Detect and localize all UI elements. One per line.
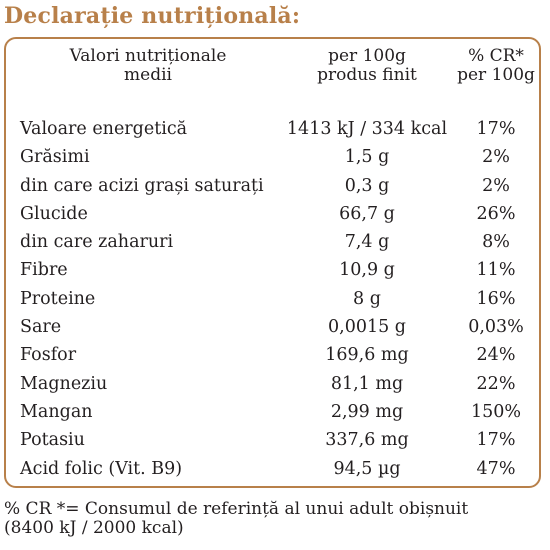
nutrient-cr: 47% (476, 458, 516, 479)
nutrient-value: 1413 kJ / 334 kcal (286, 119, 448, 139)
header-per-100g-line1: per 100g (328, 46, 406, 66)
table-row: Grăsimi 1,5 g 2% (0, 143, 550, 171)
nutrient-name: Sare (20, 317, 62, 338)
nutrient-name: din care zaharuri (20, 232, 174, 253)
nutrient-name: Fosfor (20, 345, 77, 366)
nutrient-cr: 11% (476, 260, 516, 281)
nutrient-value: 337,6 mg (325, 430, 409, 451)
footnote: % CR *= Consumul de referință al unui ad… (4, 500, 468, 538)
nutrient-value: 94,5 µg (333, 458, 401, 479)
nutrient-cr: 26% (476, 203, 516, 224)
nutrient-value: 1,5 g (344, 147, 390, 168)
nutrient-name: Grăsimi (20, 147, 90, 168)
nutrient-value: 81,1 mg (330, 373, 404, 394)
nutrient-cr: 17% (476, 119, 516, 139)
nutrient-name: Magneziu (20, 373, 108, 394)
nutrient-value: 7,4 g (344, 232, 390, 253)
nutrient-value: 0,3 g (344, 175, 390, 196)
table-row: din care zaharuri 7,4 g 8% (0, 228, 550, 256)
table-row: Potasiu 337,6 mg 17% (0, 426, 550, 454)
nutrient-cr: 0,03% (468, 317, 524, 338)
nutrient-cr: 2% (482, 147, 510, 168)
nutrient-value: 8 g (353, 288, 381, 309)
header-per-100g: per 100g produs finit (282, 47, 452, 85)
nutrient-value: 66,7 g (339, 203, 395, 224)
header-nutrient-line1: Valori nutriționale (69, 46, 227, 66)
table-row: Fibre 10,9 g 11% (0, 256, 550, 284)
table-row: Valoare energetică 1413 kJ / 334 kcal 17… (0, 115, 550, 143)
header-cr-line1: % CR* (468, 46, 524, 66)
table-row: Fosfor 169,6 mg 24% (0, 341, 550, 369)
nutrient-name: Potasiu (20, 430, 85, 451)
table-row: Glucide 66,7 g 26% (0, 200, 550, 228)
nutrient-name: Proteine (20, 288, 96, 309)
table-row: Mangan 2,99 mg 150% (0, 398, 550, 426)
nutrient-cr: 24% (476, 345, 516, 366)
nutrient-cr: 150% (470, 401, 522, 422)
nutrient-value: 2,99 mg (330, 401, 404, 422)
nutrient-cr: 16% (476, 288, 516, 309)
nutrition-table-frame (4, 37, 541, 488)
header-nutrient: Valori nutriționale medii (28, 47, 268, 85)
nutrient-value: 0,0015 g (328, 317, 406, 338)
table-row: Proteine 8 g 16% (0, 285, 550, 313)
table-row: Acid folic (Vit. B9) 94,5 µg 47% (0, 455, 550, 483)
nutrient-name: din care acizi grași saturați (20, 175, 264, 196)
nutrient-cr: 2% (482, 175, 510, 196)
nutrient-cr: 22% (476, 373, 516, 394)
nutrient-cr: 17% (476, 430, 516, 451)
nutrient-value: 169,6 mg (325, 345, 409, 366)
header-per-100g-line2: produs finit (317, 65, 417, 85)
footnote-line2: (8400 kJ / 2000 kcal) (4, 518, 184, 538)
page-title: Declarație nutrițională: (4, 3, 301, 29)
nutrient-value: 10,9 g (339, 260, 395, 281)
nutrition-rows: Valoare energetică 1413 kJ / 334 kcal 17… (0, 115, 550, 483)
nutrient-name: Acid folic (Vit. B9) (20, 458, 183, 479)
table-row: Magneziu 81,1 mg 22% (0, 370, 550, 398)
nutrient-name: Fibre (20, 260, 68, 281)
header-cr: % CR* per 100g (446, 47, 546, 85)
table-row: Sare 0,0015 g 0,03% (0, 313, 550, 341)
header-cr-line2: per 100g (457, 65, 535, 85)
nutrient-name: Glucide (20, 203, 88, 224)
nutrient-name: Mangan (20, 401, 93, 422)
footnote-line1: % CR *= Consumul de referință al unui ad… (4, 499, 469, 519)
nutrient-cr: 8% (482, 232, 510, 253)
header-nutrient-line2: medii (124, 65, 172, 85)
table-row: din care acizi grași saturați 0,3 g 2% (0, 172, 550, 200)
nutrient-name: Valoare energetică (20, 119, 188, 139)
